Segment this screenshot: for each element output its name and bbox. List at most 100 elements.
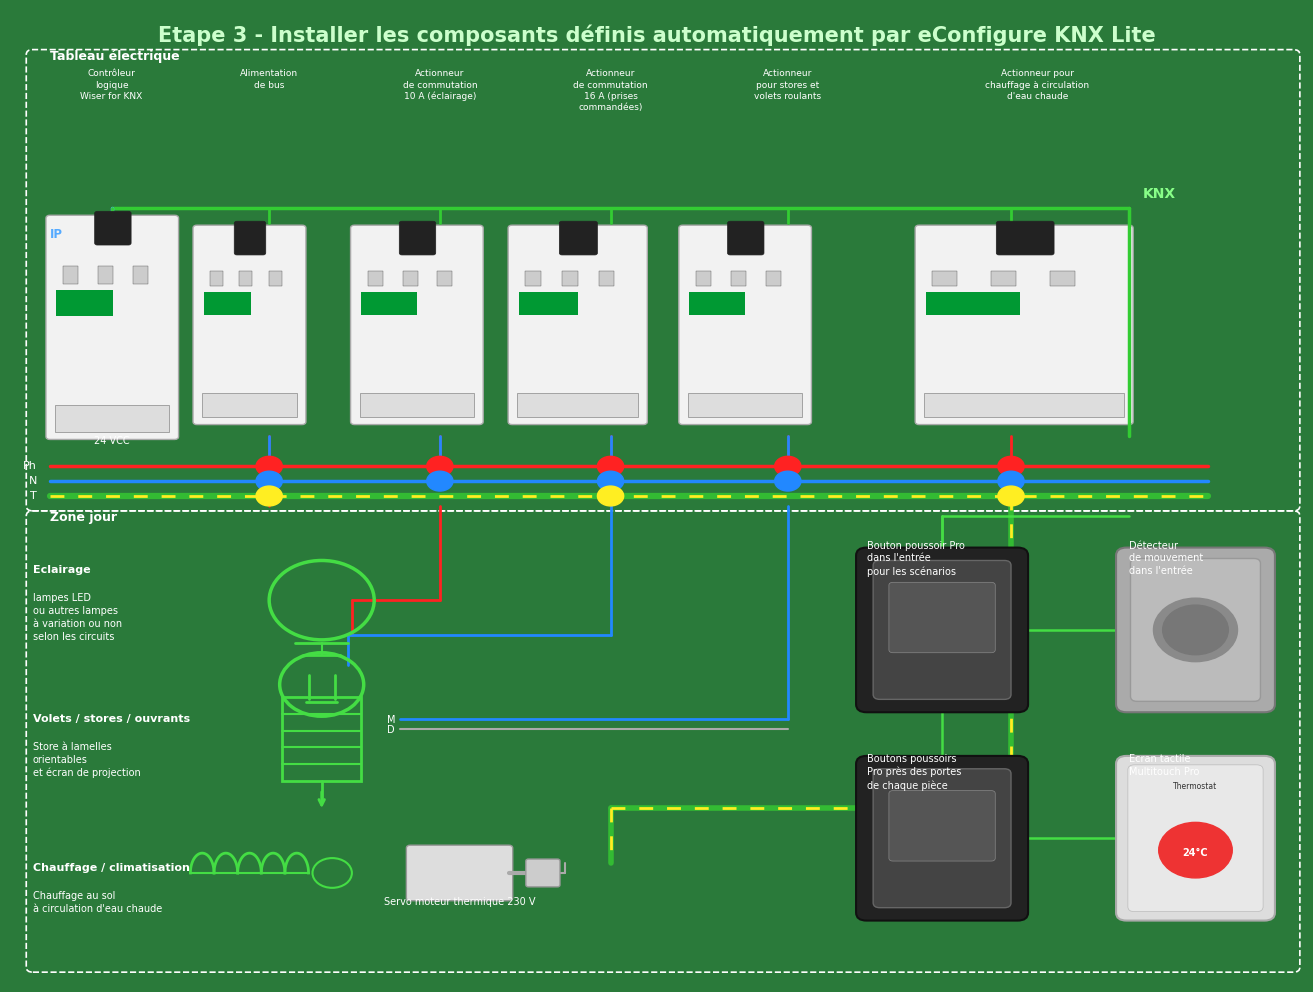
Bar: [562, 271, 578, 287]
Text: Bouton poussoir Pro
dans l'entrée
pour les scénarios: Bouton poussoir Pro dans l'entrée pour l…: [867, 541, 965, 577]
Text: Store à lamelles
orientables
et écran de projection: Store à lamelles orientables et écran de…: [33, 742, 140, 779]
Circle shape: [427, 456, 453, 476]
Bar: [765, 271, 781, 287]
Text: KNX: KNX: [1142, 187, 1175, 201]
Text: IP: IP: [50, 228, 63, 241]
Bar: [98, 266, 113, 284]
Circle shape: [1163, 605, 1229, 655]
Bar: [689, 292, 746, 315]
Text: 24°C: 24°C: [1183, 848, 1208, 858]
FancyBboxPatch shape: [889, 582, 995, 653]
Bar: [688, 394, 802, 417]
Text: M: M: [387, 715, 395, 725]
FancyBboxPatch shape: [1116, 548, 1275, 712]
Circle shape: [597, 456, 624, 476]
Bar: [204, 292, 251, 315]
FancyBboxPatch shape: [889, 791, 995, 861]
Bar: [517, 394, 638, 417]
Text: Servo moteur thermique 230 V: Servo moteur thermique 230 V: [383, 897, 536, 907]
FancyBboxPatch shape: [873, 560, 1011, 699]
Text: Contrôleur
logique
Wiser for KNX: Contrôleur logique Wiser for KNX: [80, 69, 143, 100]
FancyBboxPatch shape: [873, 769, 1011, 908]
Text: lampes LED
ou autres lampes
à variation ou non
selon les circuits: lampes LED ou autres lampes à variation …: [33, 593, 122, 642]
Circle shape: [1153, 598, 1238, 662]
FancyBboxPatch shape: [407, 845, 512, 901]
Bar: [932, 271, 957, 287]
Bar: [525, 271, 541, 287]
Bar: [239, 271, 252, 287]
Text: N: N: [29, 476, 37, 486]
Circle shape: [256, 471, 282, 491]
Text: Etape 3 - Installer les composants définis automatiquement par eConfigure KNX Li: Etape 3 - Installer les composants défin…: [158, 25, 1155, 47]
Bar: [56, 291, 113, 316]
Circle shape: [256, 456, 282, 476]
FancyBboxPatch shape: [46, 215, 179, 439]
Circle shape: [998, 471, 1024, 491]
Bar: [202, 394, 297, 417]
Text: Thermostat: Thermostat: [1174, 782, 1217, 791]
FancyBboxPatch shape: [95, 211, 131, 245]
Bar: [991, 271, 1016, 287]
Bar: [269, 271, 281, 287]
Circle shape: [256, 486, 282, 506]
Bar: [360, 394, 474, 417]
FancyBboxPatch shape: [727, 221, 764, 255]
Circle shape: [775, 471, 801, 491]
Text: Actionneur
pour stores et
volets roulants: Actionneur pour stores et volets roulant…: [754, 69, 822, 100]
FancyBboxPatch shape: [856, 756, 1028, 921]
Text: T: T: [30, 491, 37, 501]
FancyBboxPatch shape: [351, 225, 483, 425]
Bar: [210, 271, 223, 287]
FancyBboxPatch shape: [856, 548, 1028, 712]
FancyBboxPatch shape: [525, 859, 561, 887]
Circle shape: [998, 486, 1024, 506]
Text: Actionneur
de commutation
16 A (prises
commandées): Actionneur de commutation 16 A (prises c…: [574, 69, 647, 112]
Text: Actionneur
de commutation
10 A (éclairage): Actionneur de commutation 10 A (éclairag…: [403, 69, 477, 101]
Bar: [731, 271, 746, 287]
FancyBboxPatch shape: [399, 221, 436, 255]
Circle shape: [775, 456, 801, 476]
Bar: [55, 406, 169, 432]
Text: Tableau électrique: Tableau électrique: [50, 50, 180, 62]
Text: Chauffage / climatisation: Chauffage / climatisation: [33, 863, 189, 873]
Bar: [368, 271, 382, 287]
Text: D: D: [387, 725, 395, 735]
Bar: [924, 394, 1124, 417]
Text: Boutons poussoirs
Pro près des portes
de chaque pièce: Boutons poussoirs Pro près des portes de…: [867, 754, 961, 791]
Bar: [437, 271, 453, 287]
Bar: [133, 266, 148, 284]
FancyBboxPatch shape: [234, 221, 265, 255]
FancyBboxPatch shape: [997, 221, 1054, 255]
Bar: [282, 696, 361, 782]
Bar: [361, 292, 418, 315]
Text: Zone jour: Zone jour: [50, 511, 117, 524]
Text: Volets / stores / ouvrants: Volets / stores / ouvrants: [33, 714, 190, 724]
FancyBboxPatch shape: [1130, 558, 1260, 701]
Bar: [519, 292, 578, 315]
FancyBboxPatch shape: [559, 221, 597, 255]
FancyBboxPatch shape: [1116, 756, 1275, 921]
Bar: [1050, 271, 1075, 287]
Text: Actionneur pour
chauffage à circulation
d'eau chaude: Actionneur pour chauffage à circulation …: [985, 69, 1090, 100]
Text: Eclairage: Eclairage: [33, 565, 91, 575]
Bar: [599, 271, 614, 287]
Text: Ecran tactile
Multitouch Pro: Ecran tactile Multitouch Pro: [1129, 754, 1200, 777]
Text: Chauffage au sol
à circulation d'eau chaude: Chauffage au sol à circulation d'eau cha…: [33, 891, 161, 914]
Circle shape: [597, 486, 624, 506]
Circle shape: [597, 471, 624, 491]
FancyBboxPatch shape: [915, 225, 1133, 425]
Text: 24 VCC: 24 VCC: [95, 436, 130, 446]
Bar: [63, 266, 77, 284]
FancyBboxPatch shape: [508, 225, 647, 425]
Text: Détecteur
de mouvement
dans l'entrée: Détecteur de mouvement dans l'entrée: [1129, 541, 1204, 576]
Bar: [926, 292, 1020, 315]
Circle shape: [998, 456, 1024, 476]
Text: Alimentation
de bus: Alimentation de bus: [240, 69, 298, 89]
Bar: [403, 271, 418, 287]
Circle shape: [1159, 822, 1232, 878]
Bar: [696, 271, 710, 287]
Text: Ph: Ph: [22, 461, 37, 471]
FancyBboxPatch shape: [679, 225, 811, 425]
FancyBboxPatch shape: [1128, 765, 1263, 912]
Circle shape: [427, 471, 453, 491]
